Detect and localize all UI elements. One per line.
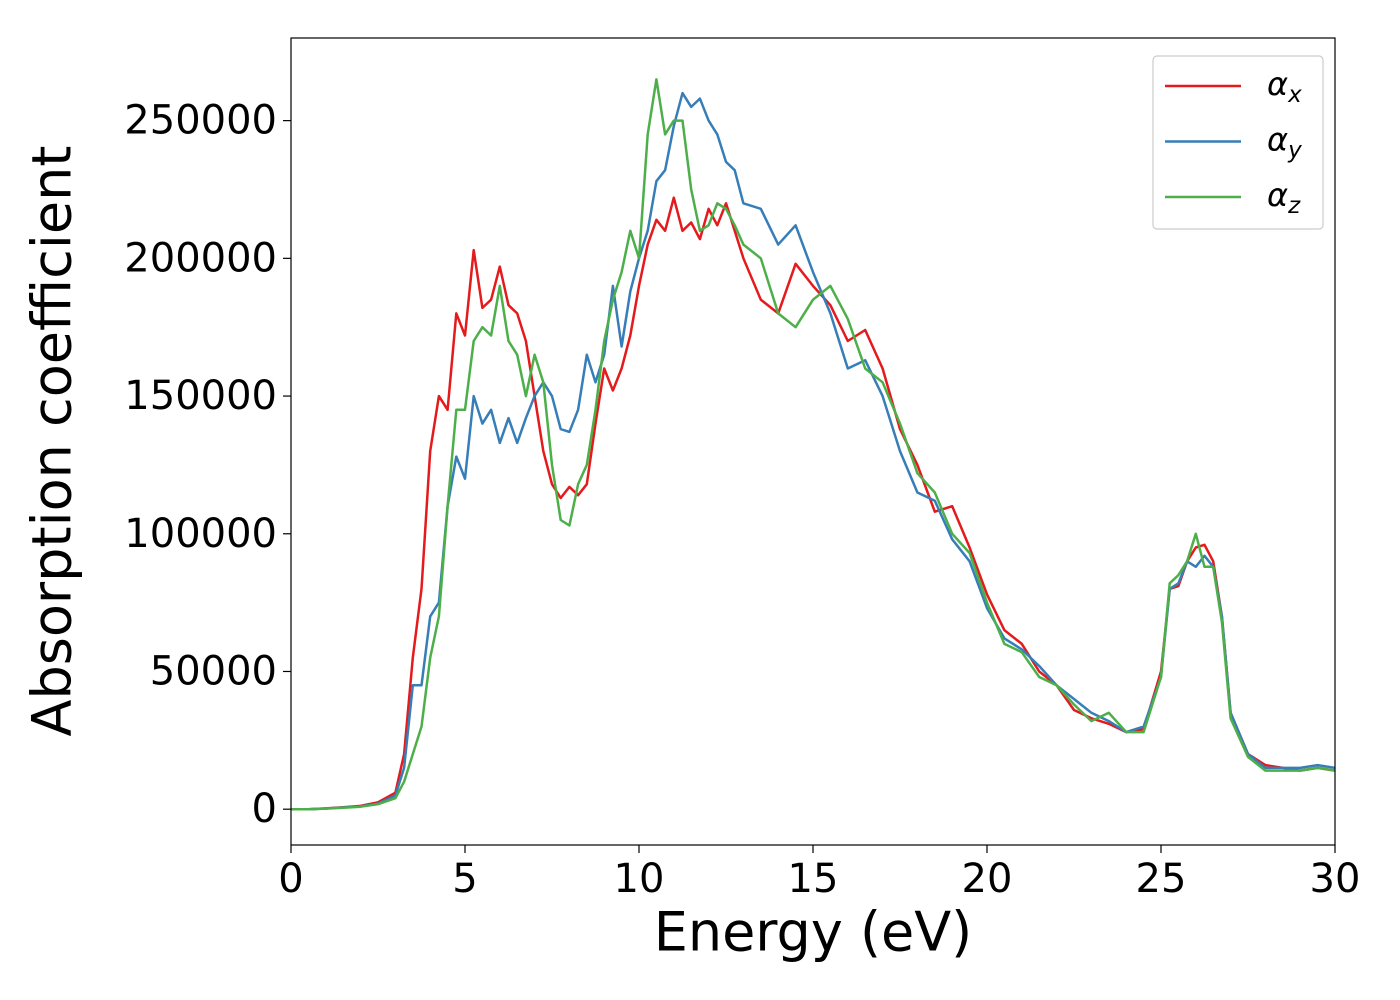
x-tick-label: 15 <box>788 856 839 902</box>
x-tick-label: 20 <box>962 856 1013 902</box>
line-series <box>291 78 1335 811</box>
y-tick-label: 0 <box>252 786 277 832</box>
x-axis-label: Energy (eV) <box>654 901 973 964</box>
legend-label: αy <box>1267 121 1302 164</box>
y-tick-label: 250000 <box>124 98 277 144</box>
y-tick-label: 50000 <box>150 648 277 694</box>
x-tick-label: 30 <box>1310 856 1361 902</box>
y-tick-label: 150000 <box>124 373 277 419</box>
x-tick-label: 5 <box>452 856 477 902</box>
y-tick-label: 200000 <box>124 235 277 281</box>
legend-label: αx <box>1267 65 1302 108</box>
x-tick-label: 0 <box>278 856 303 902</box>
x-tick-label: 10 <box>614 856 665 902</box>
y-tick-label: 100000 <box>124 511 277 557</box>
x-tick-label: 25 <box>1136 856 1187 902</box>
plot-frame <box>290 37 1336 846</box>
y-axis-label: Absorption coefficient <box>21 146 84 737</box>
legend-label: αz <box>1267 176 1301 219</box>
